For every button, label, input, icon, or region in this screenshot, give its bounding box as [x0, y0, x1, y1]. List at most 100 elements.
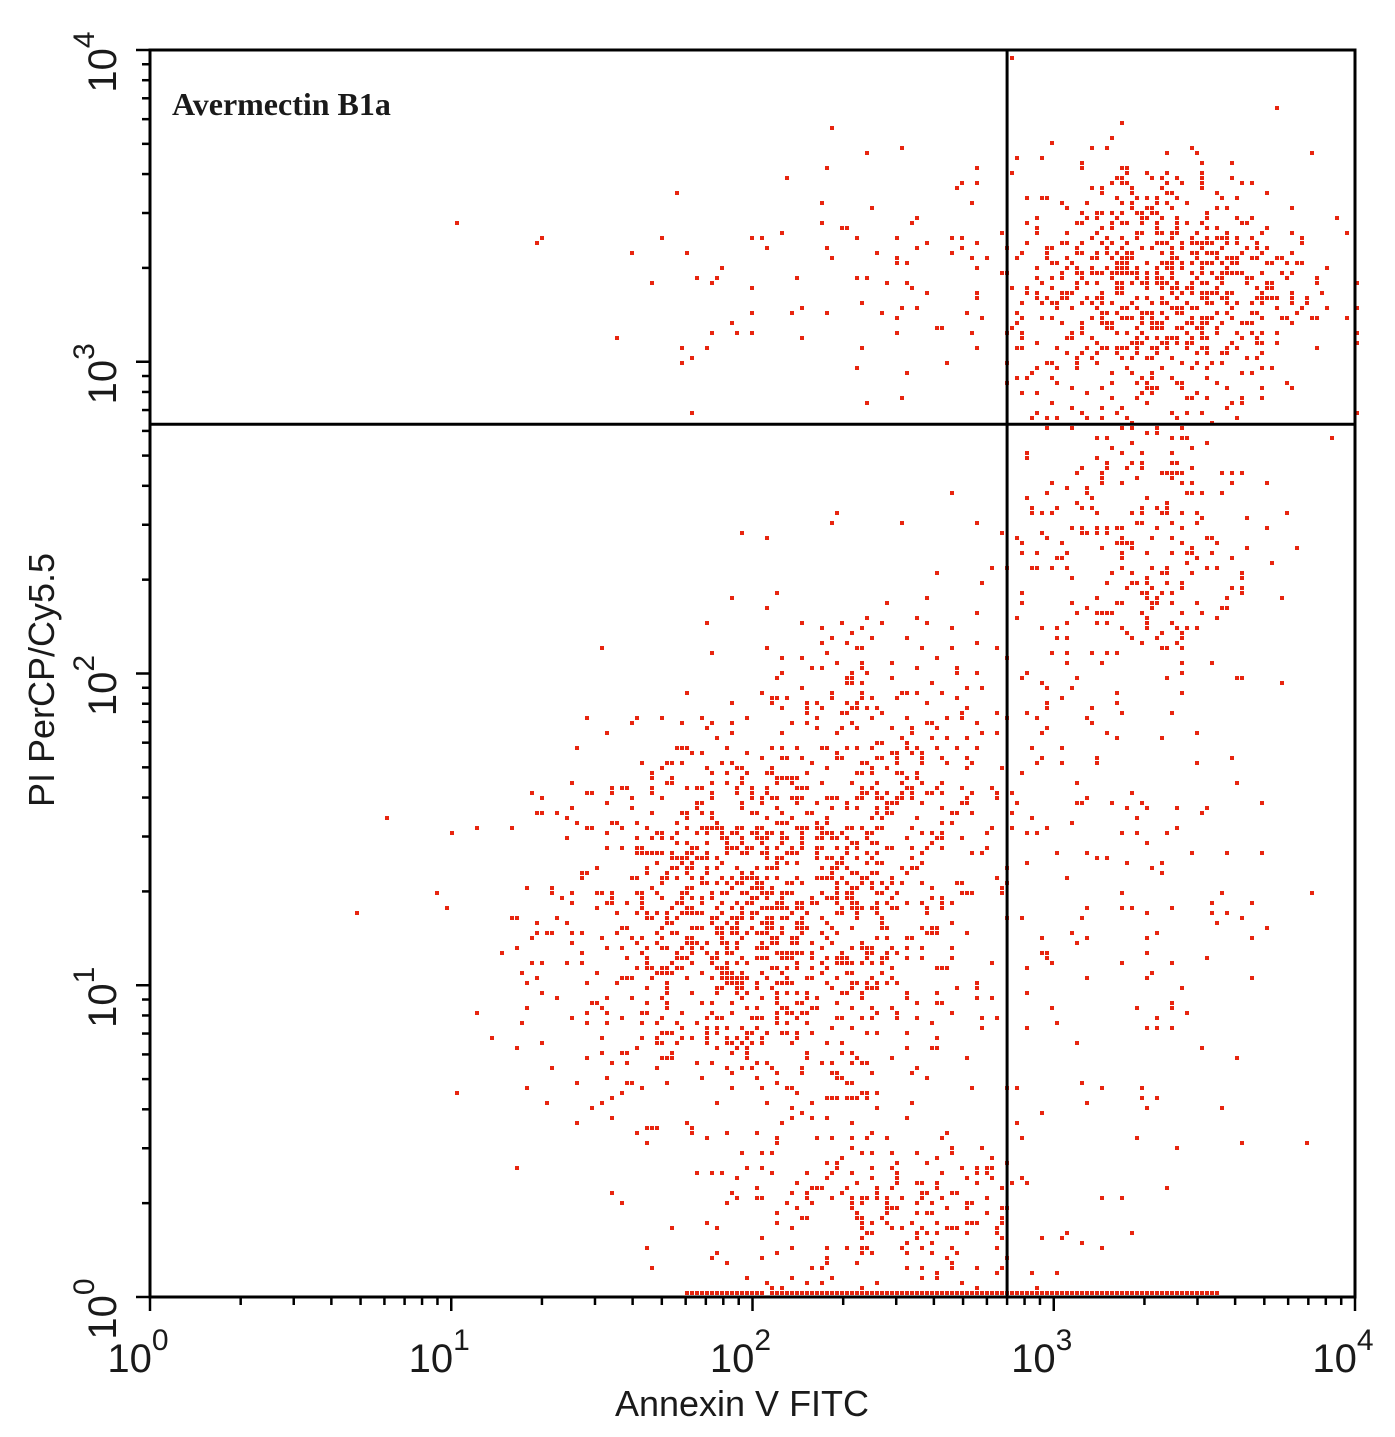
- scatter-point: [1235, 416, 1239, 420]
- scatter-point: [905, 1251, 909, 1255]
- scatter-point: [805, 1281, 809, 1285]
- scatter-point: [800, 926, 804, 930]
- scatter-point: [655, 831, 659, 835]
- scatter-point: [775, 981, 779, 985]
- scatter-point: [965, 1231, 969, 1235]
- scatter-point: [435, 891, 439, 895]
- scatter-point: [1155, 231, 1159, 235]
- scatter-point: [940, 691, 944, 695]
- scatter-point: [940, 836, 944, 840]
- scatter-point: [1140, 211, 1144, 215]
- scatter-point: [610, 896, 614, 900]
- scatter-point: [640, 906, 644, 910]
- scatter-point: [905, 836, 909, 840]
- scatter-point: [930, 896, 934, 900]
- scatter-point: [725, 921, 729, 925]
- scatter-point: [1055, 366, 1059, 370]
- scatter-point: [1195, 276, 1199, 280]
- scatter-point: [1150, 866, 1154, 870]
- scatter-point: [1065, 206, 1069, 210]
- scatter-point: [1160, 281, 1164, 285]
- scatter-point: [720, 861, 724, 865]
- scatter-point: [1090, 356, 1094, 360]
- scatter-point: [1210, 536, 1214, 540]
- scatter-point: [1210, 261, 1214, 265]
- scatter-point: [870, 856, 874, 860]
- scatter-point: [1220, 196, 1224, 200]
- scatter-point: [1105, 311, 1109, 315]
- scatter-point: [1155, 426, 1159, 430]
- scatter-point: [1225, 596, 1229, 600]
- scatter-point: [1150, 606, 1154, 610]
- scatter-point: [695, 786, 699, 790]
- scatter-point: [835, 511, 839, 515]
- scatter-point: [975, 1286, 979, 1290]
- scatter-point: [780, 731, 784, 735]
- scatter-point: [660, 766, 664, 770]
- scatter-point: [865, 151, 869, 155]
- scatter-point: [945, 966, 949, 970]
- scatter-point: [975, 346, 979, 350]
- scatter-point: [1160, 216, 1164, 220]
- scatter-point: [705, 346, 709, 350]
- scatter-point: [765, 976, 769, 980]
- scatter-point: [775, 996, 779, 1000]
- scatter-point: [1265, 286, 1269, 290]
- scatter-point: [690, 851, 694, 855]
- scatter-point: [790, 911, 794, 915]
- scatter-point: [810, 1291, 814, 1295]
- scatter-point: [740, 881, 744, 885]
- scatter-point: [715, 1046, 719, 1050]
- scatter-point: [1110, 241, 1114, 245]
- scatter-point: [1120, 306, 1124, 310]
- scatter-point: [855, 806, 859, 810]
- scatter-point: [745, 891, 749, 895]
- scatter-point: [1200, 491, 1204, 495]
- scatter-point: [610, 1096, 614, 1100]
- scatter-point: [1085, 716, 1089, 720]
- scatter-point: [730, 976, 734, 980]
- scatter-point: [790, 816, 794, 820]
- scatter-point: [950, 811, 954, 815]
- scatter-point: [830, 1026, 834, 1030]
- scatter-point: [900, 771, 904, 775]
- scatter-point: [1115, 176, 1119, 180]
- scatter-point: [680, 346, 684, 350]
- scatter-point: [720, 911, 724, 915]
- scatter-point: [765, 831, 769, 835]
- scatter-point: [660, 716, 664, 720]
- scatter-point: [1245, 276, 1249, 280]
- scatter-point: [1170, 1026, 1174, 1030]
- scatter-point: [1020, 541, 1024, 545]
- scatter-point: [705, 1136, 709, 1140]
- scatter-point: [975, 611, 979, 615]
- scatter-point: [1235, 236, 1239, 240]
- scatter-point: [455, 221, 459, 225]
- scatter-point: [795, 1001, 799, 1005]
- scatter-point: [810, 1186, 814, 1190]
- scatter-point: [830, 836, 834, 840]
- scatter-point: [1180, 306, 1184, 310]
- scatter-point: [800, 916, 804, 920]
- scatter-point: [1045, 491, 1049, 495]
- scatter-point: [775, 781, 779, 785]
- scatter-point: [760, 1256, 764, 1260]
- scatter-point: [1185, 436, 1189, 440]
- scatter-point: [940, 896, 944, 900]
- scatter-point: [945, 1256, 949, 1260]
- scatter-point: [825, 831, 829, 835]
- scatter-point: [870, 871, 874, 875]
- scatter-point: [855, 1181, 859, 1185]
- scatter-point: [570, 1016, 574, 1020]
- scatter-point: [1145, 216, 1149, 220]
- scatter-point: [1180, 471, 1184, 475]
- scatter-point: [585, 981, 589, 985]
- scatter-point: [1180, 386, 1184, 390]
- scatter-point: [1040, 1111, 1044, 1115]
- scatter-point: [850, 906, 854, 910]
- scatter-point: [1040, 281, 1044, 285]
- scatter-point: [960, 881, 964, 885]
- scatter-point: [705, 866, 709, 870]
- scatter-point: [635, 836, 639, 840]
- scatter-point: [1180, 671, 1184, 675]
